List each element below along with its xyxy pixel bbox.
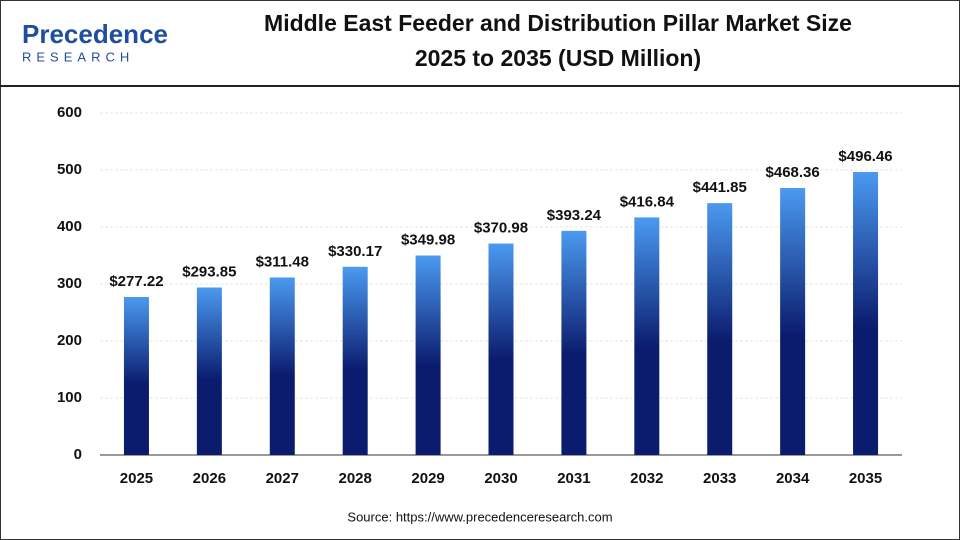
x-tick-label: 2033 — [703, 470, 736, 487]
y-tick-label: 400 — [57, 218, 82, 235]
y-tick-label: 100 — [57, 389, 82, 406]
value-label: $370.98 — [474, 220, 528, 237]
x-tick-label: 2032 — [630, 470, 663, 487]
value-label: $330.17 — [328, 243, 382, 260]
x-tick-label: 2035 — [849, 470, 882, 487]
bar — [561, 230, 587, 455]
logo-name: Precedence — [22, 19, 168, 49]
bar — [269, 277, 295, 455]
value-label: $311.48 — [256, 253, 309, 270]
bar — [342, 266, 368, 455]
chart-subtitle: 2025 to 2035 (USD Million) — [415, 45, 701, 71]
value-label: $349.98 — [401, 231, 455, 248]
value-label: $277.22 — [109, 273, 163, 290]
bar — [196, 287, 222, 455]
y-tick-label: 200 — [57, 332, 82, 349]
logo-tagline: RESEARCH — [22, 49, 134, 64]
y-tick-label: 300 — [57, 275, 82, 292]
x-tick-label: 2029 — [411, 470, 444, 487]
value-label: $293.85 — [182, 263, 236, 280]
chart-title: Middle East Feeder and Distribution Pill… — [264, 10, 852, 36]
bar — [780, 188, 806, 456]
bar — [707, 203, 733, 455]
value-label: $496.46 — [838, 148, 892, 165]
x-tick-label: 2025 — [120, 470, 153, 487]
x-tick-label: 2027 — [266, 470, 299, 487]
y-tick-label: 0 — [74, 446, 82, 463]
x-tick-label: 2026 — [193, 470, 226, 487]
bar — [853, 172, 879, 455]
y-tick-label: 600 — [57, 104, 82, 121]
source: Source: https://www.precedenceresearch.c… — [347, 509, 612, 524]
value-label: $468.36 — [766, 164, 820, 181]
bar — [415, 255, 441, 455]
x-tick-label: 2034 — [776, 470, 810, 487]
y-tick-label: 500 — [57, 161, 82, 178]
x-tick-label: 2031 — [557, 470, 590, 487]
value-label: $441.85 — [693, 179, 747, 196]
bar — [123, 296, 149, 455]
value-label: $416.84 — [620, 193, 675, 210]
bar — [488, 243, 514, 455]
x-tick-label: 2028 — [338, 470, 371, 487]
value-label: $393.24 — [547, 207, 602, 224]
x-tick-label: 2030 — [484, 470, 517, 487]
bar — [634, 217, 660, 455]
